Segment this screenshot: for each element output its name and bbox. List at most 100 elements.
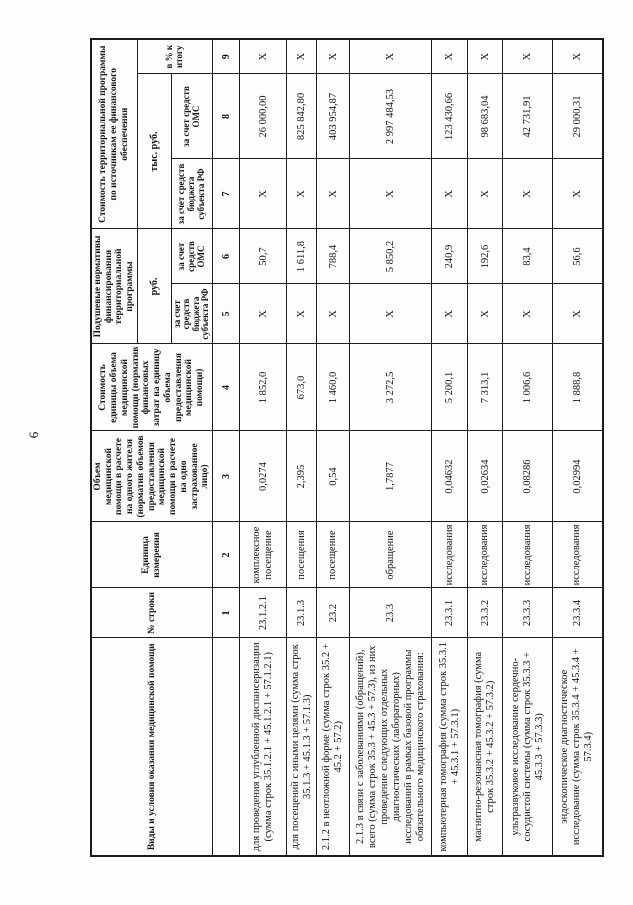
- row-7-pc-oms: 83,4: [502, 229, 553, 284]
- column-number-1: 1: [212, 588, 240, 638]
- row-1-cost-budget: X: [239, 159, 287, 229]
- row-6-cost-oms: 98 683,04: [467, 74, 503, 159]
- header-group-per-capita: Подушевые нормативы финансирования терри…: [91, 229, 138, 344]
- table-row: компьютерная томография (сумма строк 35.…: [431, 38, 468, 856]
- row-3-cost-budget: X: [316, 159, 350, 229]
- header-cost-oms: за счет средств ОМС: [171, 74, 213, 159]
- row-1-percent: X: [239, 38, 287, 74]
- row-1-cost-oms: 26 000,00: [239, 74, 287, 159]
- row-3-pc-budget: X: [316, 284, 350, 344]
- row-4-cost-oms: 2 997 484,53: [349, 74, 432, 159]
- row-2-cost-oms: 825 842,80: [286, 74, 317, 159]
- row-6-percent: X: [467, 38, 503, 74]
- row-1-unit-cost: 1 852,0: [239, 344, 287, 431]
- row-3-cost-oms: 403 954,87: [316, 74, 350, 159]
- column-number-row: 1 2 3 4 5 6 7 8 9: [212, 38, 240, 856]
- row-6-unit-cost: 7 313,1: [467, 344, 503, 431]
- row-2-unit-cost: 673,0: [286, 344, 317, 431]
- row-7-label: ультразвуковое исследование сердечно-сос…: [502, 638, 553, 856]
- table-row: магнитно-резонансная томография (сумма с…: [467, 38, 503, 856]
- row-8-unit-cost: 1 888,8: [552, 344, 603, 431]
- row-4-unit-cost: 3 272,5: [349, 344, 432, 431]
- column-number-7: 7: [212, 159, 240, 229]
- row-5-pc-oms: 240,9: [431, 229, 468, 284]
- table-row: 2.1.2 в неотложной форме (сумма строк 35…: [316, 38, 350, 856]
- column-number-5: 5: [212, 284, 240, 344]
- table-row: для проведения углубленной диспансеризац…: [239, 38, 287, 856]
- row-8-line-no: 23.3.4: [552, 588, 603, 638]
- header-cost-percent: в % к итогу: [137, 38, 213, 74]
- row-1-label: для проведения углубленной диспансеризац…: [239, 638, 287, 856]
- row-7-volume: 0,08286: [502, 431, 553, 522]
- column-number-empty: [212, 638, 240, 856]
- row-3-percent: X: [316, 38, 350, 74]
- row-8-pc-oms: 56,6: [552, 229, 603, 284]
- column-number-4: 4: [212, 344, 240, 431]
- row-8-volume: 0,02994: [552, 431, 603, 522]
- row-7-pc-budget: X: [502, 284, 553, 344]
- column-number-6: 6: [212, 229, 240, 284]
- row-4-cost-budget: X: [349, 159, 432, 229]
- header-cost-budget: за счет средств бюджета субъекта РФ: [171, 159, 213, 229]
- row-3-line-no: 23.2: [316, 588, 350, 638]
- row-8-cost-budget: X: [552, 159, 603, 229]
- row-5-unit-cost: 5 200,1: [431, 344, 468, 431]
- row-5-volume: 0,04632: [431, 431, 468, 522]
- row-5-cost-oms: 123 430,66: [431, 74, 468, 159]
- row-5-unit: исследования: [431, 522, 468, 588]
- row-7-cost-oms: 42 731,91: [502, 74, 553, 159]
- row-7-cost-budget: X: [502, 159, 553, 229]
- column-number-3: 3: [212, 431, 240, 522]
- row-2-line-no: 23.1.3: [286, 588, 317, 638]
- row-5-cost-budget: X: [431, 159, 468, 229]
- row-8-percent: X: [552, 38, 603, 74]
- row-6-pc-budget: X: [467, 284, 503, 344]
- header-volume: Объем медицинской помощи в расчете на од…: [91, 431, 213, 522]
- row-1-pc-budget: X: [239, 284, 287, 344]
- row-4-percent: X: [349, 38, 432, 74]
- table-row: ультразвуковое исследование сердечно-сос…: [502, 38, 553, 856]
- row-3-unit-cost: 1 460,0: [316, 344, 350, 431]
- table-row: 2.1.3 в связи с заболеваниями (обращений…: [349, 38, 432, 856]
- header-group-cost: Стоимость территориальной программы по и…: [91, 38, 138, 229]
- row-8-pc-budget: X: [552, 284, 603, 344]
- row-2-pc-oms: 1 611,8: [286, 229, 317, 284]
- table-row: эндоскопическое диагностическое исследов…: [552, 38, 603, 856]
- row-4-pc-oms: 5 850,2: [349, 229, 432, 284]
- header-line-no: № строки: [91, 588, 213, 638]
- row-6-label: магнитно-резонансная томография (сумма с…: [467, 638, 503, 856]
- header-cost-unit: тыс. руб.: [137, 74, 172, 229]
- row-2-pc-budget: X: [286, 284, 317, 344]
- row-3-pc-oms: 788,4: [316, 229, 350, 284]
- row-4-unit: обращение: [349, 522, 432, 588]
- row-2-percent: X: [286, 38, 317, 74]
- column-number-9: 9: [212, 38, 240, 74]
- row-7-percent: X: [502, 38, 553, 74]
- row-3-volume: 0,54: [316, 431, 350, 522]
- header-services: Виды и условия оказания медицинской помо…: [91, 638, 213, 856]
- row-7-unit-cost: 1 006,6: [502, 344, 553, 431]
- row-6-cost-budget: X: [467, 159, 503, 229]
- row-2-cost-budget: X: [286, 159, 317, 229]
- header-per-capita-unit: руб.: [137, 229, 172, 344]
- row-2-volume: 2,395: [286, 431, 317, 522]
- row-4-line-no: 23.3: [349, 588, 432, 638]
- row-6-volume: 0,02634: [467, 431, 503, 522]
- row-1-volume: 0,0274: [239, 431, 287, 522]
- header-unit: Единица измерения: [91, 522, 213, 588]
- page-number: 6: [26, 431, 41, 439]
- row-2-unit: посещения: [286, 522, 317, 588]
- row-3-label: 2.1.2 в неотложной форме (сумма строк 35…: [316, 638, 350, 856]
- row-4-label: 2.1.3 в связи с заболеваниями (обращений…: [349, 638, 432, 856]
- row-5-line-no: 23.3.1: [431, 588, 468, 638]
- row-8-label: эндоскопическое диагностическое исследов…: [552, 638, 603, 856]
- row-3-unit: посещение: [316, 522, 350, 588]
- tariff-table: Виды и условия оказания медицинской помо…: [90, 37, 604, 857]
- row-5-pc-budget: X: [431, 284, 468, 344]
- row-6-unit: исследования: [467, 522, 503, 588]
- table-row: для посещений с иными целями (сумма стро…: [286, 38, 317, 856]
- row-5-percent: X: [431, 38, 468, 74]
- row-7-line-no: 23.3.3: [502, 588, 553, 638]
